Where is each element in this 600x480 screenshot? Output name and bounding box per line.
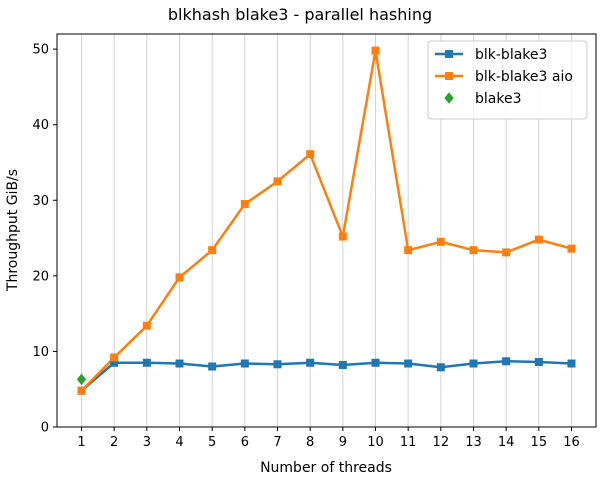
- x-tick-label: 7: [273, 435, 281, 450]
- x-tick-label: 2: [110, 435, 118, 450]
- data-point-blk-blake3-aio: [436, 237, 445, 246]
- x-tick-label: 1: [77, 435, 85, 450]
- data-point-blk-blake3: [404, 359, 413, 368]
- plot-frame: [56, 33, 597, 428]
- chart-title: blkhash blake3 - parallel hashing: [168, 5, 432, 24]
- data-point-blk-blake3: [567, 359, 576, 368]
- series-markers: [76, 46, 576, 395]
- y-tick-label: 50: [32, 43, 49, 58]
- legend-label-blk-blake3-aio: blk-blake3 aio: [475, 69, 573, 85]
- data-point-blk-blake3: [175, 359, 184, 368]
- series-line-blk-blake3-aio: [80, 49, 572, 392]
- data-point-blk-blake3-aio: [208, 246, 217, 255]
- data-point-blk-blake3: [534, 358, 543, 367]
- legend-label-blake3: blake3: [475, 91, 521, 107]
- y-tick-label: 10: [32, 345, 49, 360]
- data-point-blk-blake3: [338, 361, 347, 370]
- data-point-blk-blake3: [142, 358, 151, 367]
- x-tick-label: 12: [433, 435, 450, 450]
- y-tick-label: 20: [32, 269, 49, 284]
- x-tick-label: 9: [339, 435, 347, 450]
- legend-swatch-marker: [445, 50, 453, 58]
- x-axis-ticks: 1 2 3 4 5 6 7 8 9 10 11 12 13 14 15 16: [77, 427, 580, 450]
- legend: blk-blake3 blk-blake3 aio blake3: [427, 40, 588, 120]
- data-point-blk-blake3-aio: [273, 177, 282, 186]
- x-tick-label: 5: [208, 435, 216, 450]
- data-point-blk-blake3-aio: [567, 244, 576, 253]
- data-point-blk-blake3-aio: [240, 200, 249, 209]
- data-point-blk-blake3-aio: [142, 321, 151, 330]
- series-lines: [80, 49, 572, 392]
- data-point-blk-blake3: [436, 363, 445, 372]
- y-tick-label: 40: [32, 118, 49, 133]
- x-tick-label: 6: [241, 435, 249, 450]
- legend-swatch-marker: [444, 92, 454, 104]
- data-point-blk-blake3-aio: [534, 235, 543, 244]
- data-point-blk-blake3: [371, 358, 380, 367]
- data-point-blk-blake3-aio: [502, 248, 511, 257]
- y-tick-label: 0: [41, 421, 49, 436]
- data-point-blk-blake3: [469, 359, 478, 368]
- data-point-blake3: [76, 373, 87, 386]
- data-point-blk-blake3: [240, 359, 249, 368]
- series-line-blk-blake3: [80, 359, 572, 392]
- x-tick-label: 11: [400, 435, 417, 450]
- data-point-blk-blake3-aio: [404, 246, 413, 255]
- data-point-blk-blake3: [306, 358, 315, 367]
- data-point-blk-blake3-aio: [371, 46, 380, 55]
- x-tick-label: 10: [367, 435, 384, 450]
- data-point-blk-blake3-aio: [110, 353, 119, 362]
- x-tick-label: 15: [531, 435, 548, 450]
- x-tick-label: 8: [306, 435, 314, 450]
- legend-swatch-marker: [445, 72, 453, 80]
- data-point-blk-blake3-aio: [175, 273, 184, 282]
- legend-label-blk-blake3: blk-blake3: [475, 47, 547, 63]
- data-point-blk-blake3: [502, 357, 511, 366]
- data-point-blk-blake3-aio: [338, 232, 347, 241]
- data-point-blk-blake3-aio: [77, 386, 86, 395]
- data-point-blk-blake3: [208, 362, 217, 371]
- data-point-blk-blake3-aio: [469, 246, 478, 255]
- data-point-blk-blake3-aio: [306, 150, 315, 159]
- y-axis-ticks: 0 10 20 30 40 50: [32, 43, 57, 436]
- x-tick-label: 16: [563, 435, 580, 450]
- x-tick-label: 13: [465, 435, 482, 450]
- legend-box: [427, 40, 588, 120]
- x-tick-label: 4: [175, 435, 183, 450]
- data-point-blk-blake3: [273, 360, 282, 369]
- x-tick-label: 3: [143, 435, 151, 450]
- x-tick-label: 14: [498, 435, 515, 450]
- y-tick-label: 30: [32, 194, 49, 209]
- y-axis-label: Throughput GiB/s: [5, 169, 21, 292]
- x-axis-label: Number of threads: [260, 460, 392, 476]
